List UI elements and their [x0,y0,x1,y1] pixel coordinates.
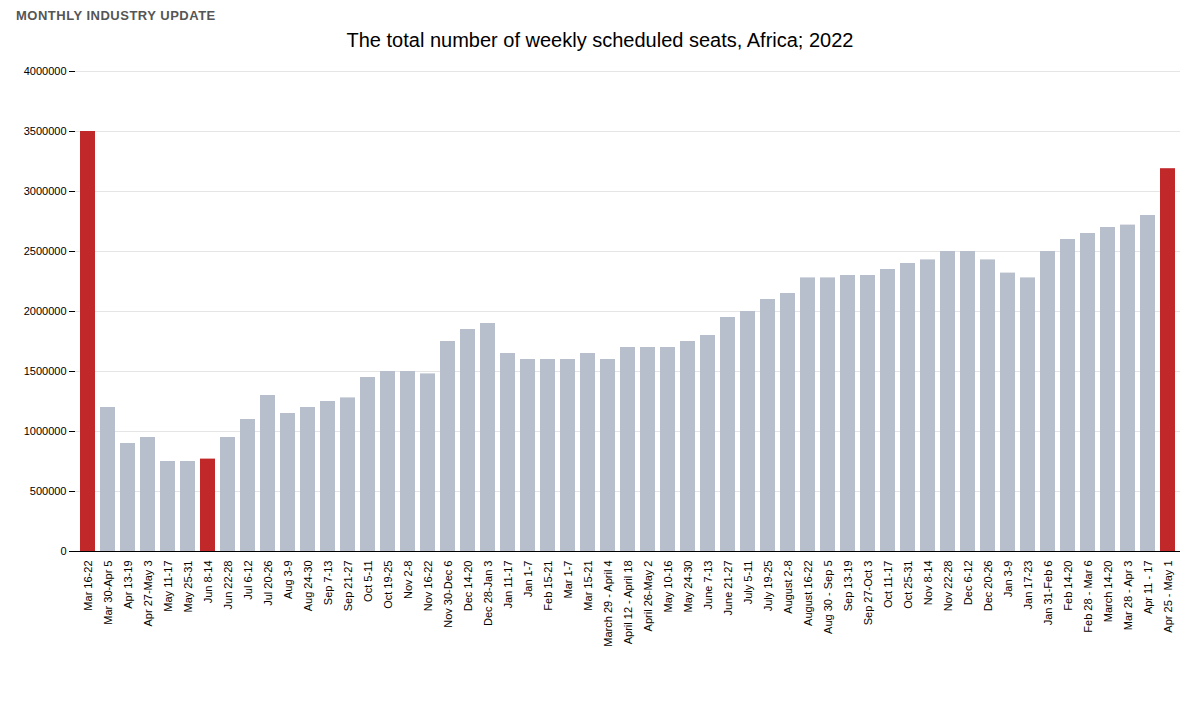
svg-text:Aug 3-9: Aug 3-9 [282,561,294,600]
svg-text:Aug 24-30: Aug 24-30 [302,561,314,612]
svg-text:April 26-May 2: April 26-May 2 [642,561,654,632]
svg-text:Jan 11-17: Jan 11-17 [502,561,514,609]
svg-text:2000000: 2000000 [24,305,67,317]
html-text:The total number of weekly sch: The total number of weekly scheduled sea… [346,29,854,51]
svg-text:Mar 1-7: Mar 1-7 [562,561,574,599]
svg-text:Jan 31-Feb 6: Jan 31-Feb 6 [1042,561,1054,626]
svg-text:July 19-25: July 19-25 [762,561,774,612]
svg-text:Sep 7-13: Sep 7-13 [322,561,334,606]
svg-text:Aug 30 - Sep 5: Aug 30 - Sep 5 [822,561,834,634]
svg-text:Apr 25 - May 1: Apr 25 - May 1 [1162,561,1174,633]
svg-text:Nov 30-Dec 6: Nov 30-Dec 6 [442,561,454,628]
svg-text:3500000: 3500000 [24,125,67,137]
svg-text:May 10-16: May 10-16 [662,561,674,613]
svg-text:3000000: 3000000 [24,185,67,197]
svg-text:Mar 15-21: Mar 15-21 [582,561,594,611]
svg-text:May 25-31: May 25-31 [182,561,194,613]
svg-text:Jun 22-28: Jun 22-28 [222,561,234,610]
svg-text:August 2-8: August 2-8 [782,561,794,614]
svg-text:Oct 11-17: Oct 11-17 [882,561,894,609]
svg-text:April 12 - April 18: April 12 - April 18 [622,561,634,645]
svg-text:July 5-11: July 5-11 [742,561,754,605]
svg-text:Feb 14-20: Feb 14-20 [1062,561,1074,611]
svg-text:March 14-20: March 14-20 [1102,561,1114,623]
svg-text:Oct 5-11: Oct 5-11 [362,561,374,602]
svg-text:Apr 13-19: Apr 13-19 [122,561,134,609]
svg-text:Dec 20-26: Dec 20-26 [982,561,994,612]
svg-text:Nov 16-22: Nov 16-22 [422,561,434,612]
svg-text:May 24-30: May 24-30 [682,561,694,613]
svg-text:Oct 25-31: Oct 25-31 [902,561,914,609]
svg-text:Nov 22-28: Nov 22-28 [942,561,954,612]
svg-text:Apr 27-May 3: Apr 27-May 3 [142,561,154,627]
svg-text:500000: 500000 [30,485,67,497]
svg-text:May 11-17: May 11-17 [162,561,174,612]
svg-text:Jun 8-14: Jun 8-14 [202,561,214,604]
svg-text:0: 0 [60,545,66,557]
svg-text:June 21-27: June 21-27 [722,561,734,616]
svg-text:1000000: 1000000 [24,425,67,437]
svg-text:Jan 1-7: Jan 1-7 [522,561,534,598]
svg-text:Jan 3-9: Jan 3-9 [1002,561,1014,598]
svg-text:Sep 21-27: Sep 21-27 [342,561,354,612]
svg-text:Dec 14-20: Dec 14-20 [462,561,474,612]
svg-text:Mar 30-Apr 5: Mar 30-Apr 5 [102,561,114,625]
svg-text:August 16-22: August 16-22 [802,561,814,626]
svg-text:1500000: 1500000 [24,365,67,377]
svg-text:March 29 - April 4: March 29 - April 4 [602,561,614,647]
svg-text:Sep 27-Oct 3: Sep 27-Oct 3 [862,561,874,626]
svg-text:Jan 17-23: Jan 17-23 [1022,561,1034,610]
svg-text:June 7-13: June 7-13 [702,561,714,610]
svg-text:Mar 16-22: Mar 16-22 [82,561,94,611]
svg-text:Apr 11 - 17: Apr 11 - 17 [1142,561,1154,615]
svg-text:Nov 2-8: Nov 2-8 [402,561,414,600]
svg-text:Nov 8-14: Nov 8-14 [922,561,934,606]
html-text:MONTHLY INDUSTRY UPDATE: MONTHLY INDUSTRY UPDATE [16,8,216,23]
svg-text:Dec 28-Jan 3: Dec 28-Jan 3 [482,561,494,626]
svg-text:Jul 20-26: Jul 20-26 [262,561,274,606]
svg-text:2500000: 2500000 [24,245,67,257]
svg-text:Dec 6-12: Dec 6-12 [962,561,974,606]
svg-text:Feb 15-21: Feb 15-21 [542,561,554,611]
svg-text:4000000: 4000000 [24,65,67,77]
svg-text:Oct 19-25: Oct 19-25 [382,561,394,609]
svg-text:Feb 28 - Mar 6: Feb 28 - Mar 6 [1082,561,1094,633]
svg-text:Mar 28 - Apr 3: Mar 28 - Apr 3 [1122,561,1134,631]
svg-text:Jul 6-12: Jul 6-12 [242,561,254,600]
svg-text:Sep 13-19: Sep 13-19 [842,561,854,612]
